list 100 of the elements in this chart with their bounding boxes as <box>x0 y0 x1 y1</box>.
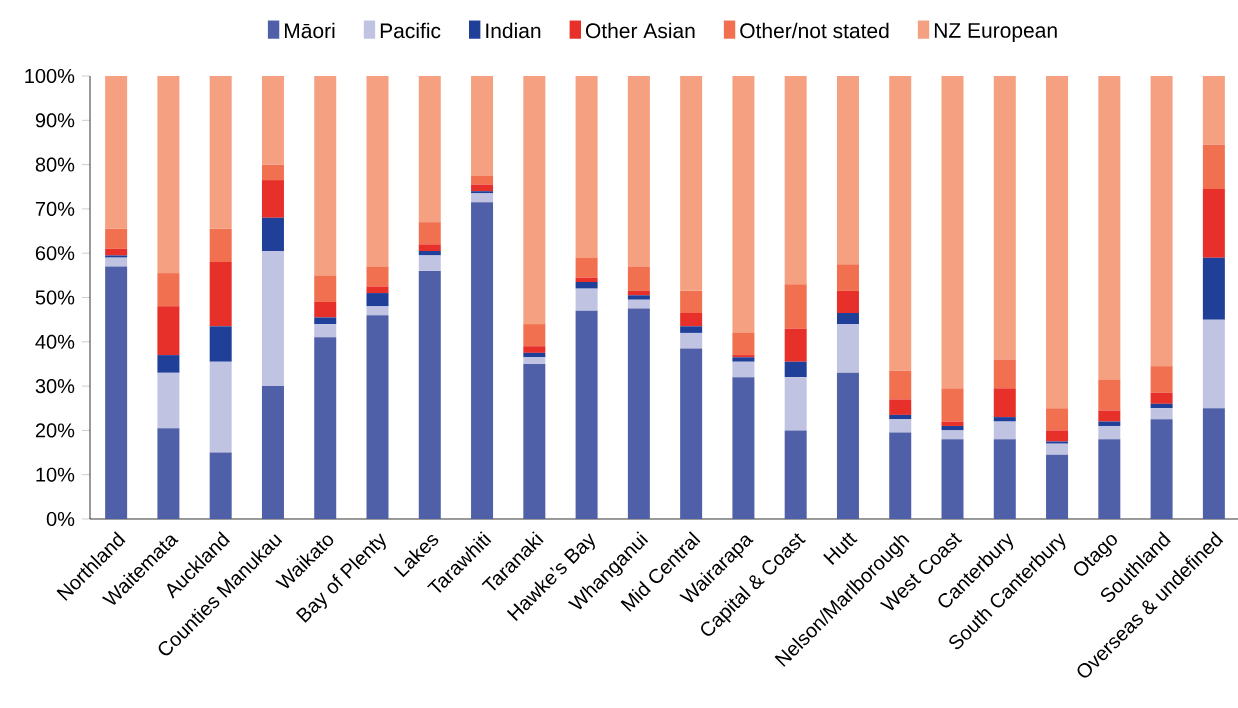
legend-label: Indian <box>486 22 541 39</box>
bar <box>627 308 650 519</box>
bar <box>732 377 755 519</box>
bar <box>261 386 284 519</box>
bar <box>523 352 546 358</box>
bar <box>941 388 964 422</box>
bar <box>575 288 598 311</box>
bar <box>627 266 650 291</box>
bar <box>941 76 964 389</box>
bar <box>314 275 337 302</box>
bar <box>1098 379 1121 411</box>
bar <box>471 193 494 203</box>
y-tick-label: 50% <box>35 290 75 305</box>
bar <box>732 357 755 362</box>
bar <box>261 217 284 251</box>
bar <box>418 222 441 245</box>
bar <box>889 432 912 519</box>
bar <box>836 372 859 519</box>
bar <box>261 250 284 387</box>
bar <box>732 76 755 333</box>
bar <box>941 425 964 431</box>
bar <box>1202 144 1225 189</box>
bar <box>105 248 128 256</box>
bar <box>1046 441 1069 444</box>
bar <box>523 76 546 325</box>
bar <box>732 355 755 358</box>
bar <box>836 264 859 291</box>
bar <box>471 191 494 194</box>
bar <box>209 262 232 327</box>
bar <box>261 180 284 218</box>
bar <box>105 228 128 249</box>
bar <box>105 257 128 267</box>
bar <box>993 421 1016 440</box>
bar <box>1202 76 1225 145</box>
bar <box>1046 76 1069 409</box>
bar <box>732 361 755 378</box>
bar <box>784 284 807 329</box>
bar <box>784 430 807 519</box>
bar <box>993 359 1016 389</box>
legend-label: Other/not stated <box>740 22 889 39</box>
bar <box>366 315 389 519</box>
bar <box>1150 419 1173 519</box>
bar <box>157 428 180 519</box>
bar <box>836 313 859 325</box>
bar <box>209 361 232 453</box>
bar <box>366 293 389 307</box>
bar <box>366 306 389 316</box>
bar <box>1098 425 1121 440</box>
bar <box>157 306 180 356</box>
bar <box>1150 76 1173 367</box>
y-tick-label: 90% <box>35 113 75 128</box>
bar <box>627 299 650 309</box>
bar <box>889 370 912 400</box>
bar <box>993 388 1016 418</box>
bar <box>209 452 232 519</box>
y-tick-label: 70% <box>35 201 75 216</box>
bar <box>680 332 703 349</box>
bar <box>418 244 441 251</box>
bar <box>261 76 284 165</box>
bar <box>941 439 964 519</box>
bar <box>157 76 180 274</box>
bar <box>471 76 494 176</box>
bar <box>471 202 494 519</box>
bar <box>784 76 807 285</box>
y-tick-label: 100% <box>25 68 75 84</box>
bar <box>105 255 128 258</box>
bar <box>1098 76 1121 380</box>
bar <box>993 417 1016 422</box>
bar <box>575 277 598 282</box>
bar <box>1150 403 1173 409</box>
legend-label: Māori <box>284 22 335 39</box>
bar <box>1046 454 1069 519</box>
y-tick-label: 60% <box>35 246 75 261</box>
bar <box>1202 319 1225 409</box>
bar <box>784 361 807 378</box>
bar <box>889 419 912 433</box>
bar <box>209 76 232 229</box>
y-tick-label: 80% <box>35 157 75 172</box>
bar <box>627 295 650 300</box>
bar <box>784 377 807 431</box>
y-tick-label: 0% <box>46 511 75 527</box>
bar <box>1098 439 1121 519</box>
legend-label: Other Asian <box>585 22 695 39</box>
bar <box>627 290 650 296</box>
y-tick-label: 10% <box>36 467 75 482</box>
bar <box>732 332 755 356</box>
bar <box>157 273 180 307</box>
bar <box>889 399 912 415</box>
bar <box>1046 430 1069 442</box>
bar <box>418 250 441 256</box>
bar <box>627 76 650 267</box>
bar <box>314 337 337 519</box>
y-tick-label: 30% <box>35 379 75 394</box>
bar <box>523 324 546 347</box>
bar <box>1202 408 1225 519</box>
bar <box>836 324 859 373</box>
bar <box>366 266 389 287</box>
bar <box>680 290 703 313</box>
bar <box>314 317 337 325</box>
bar <box>157 372 180 429</box>
